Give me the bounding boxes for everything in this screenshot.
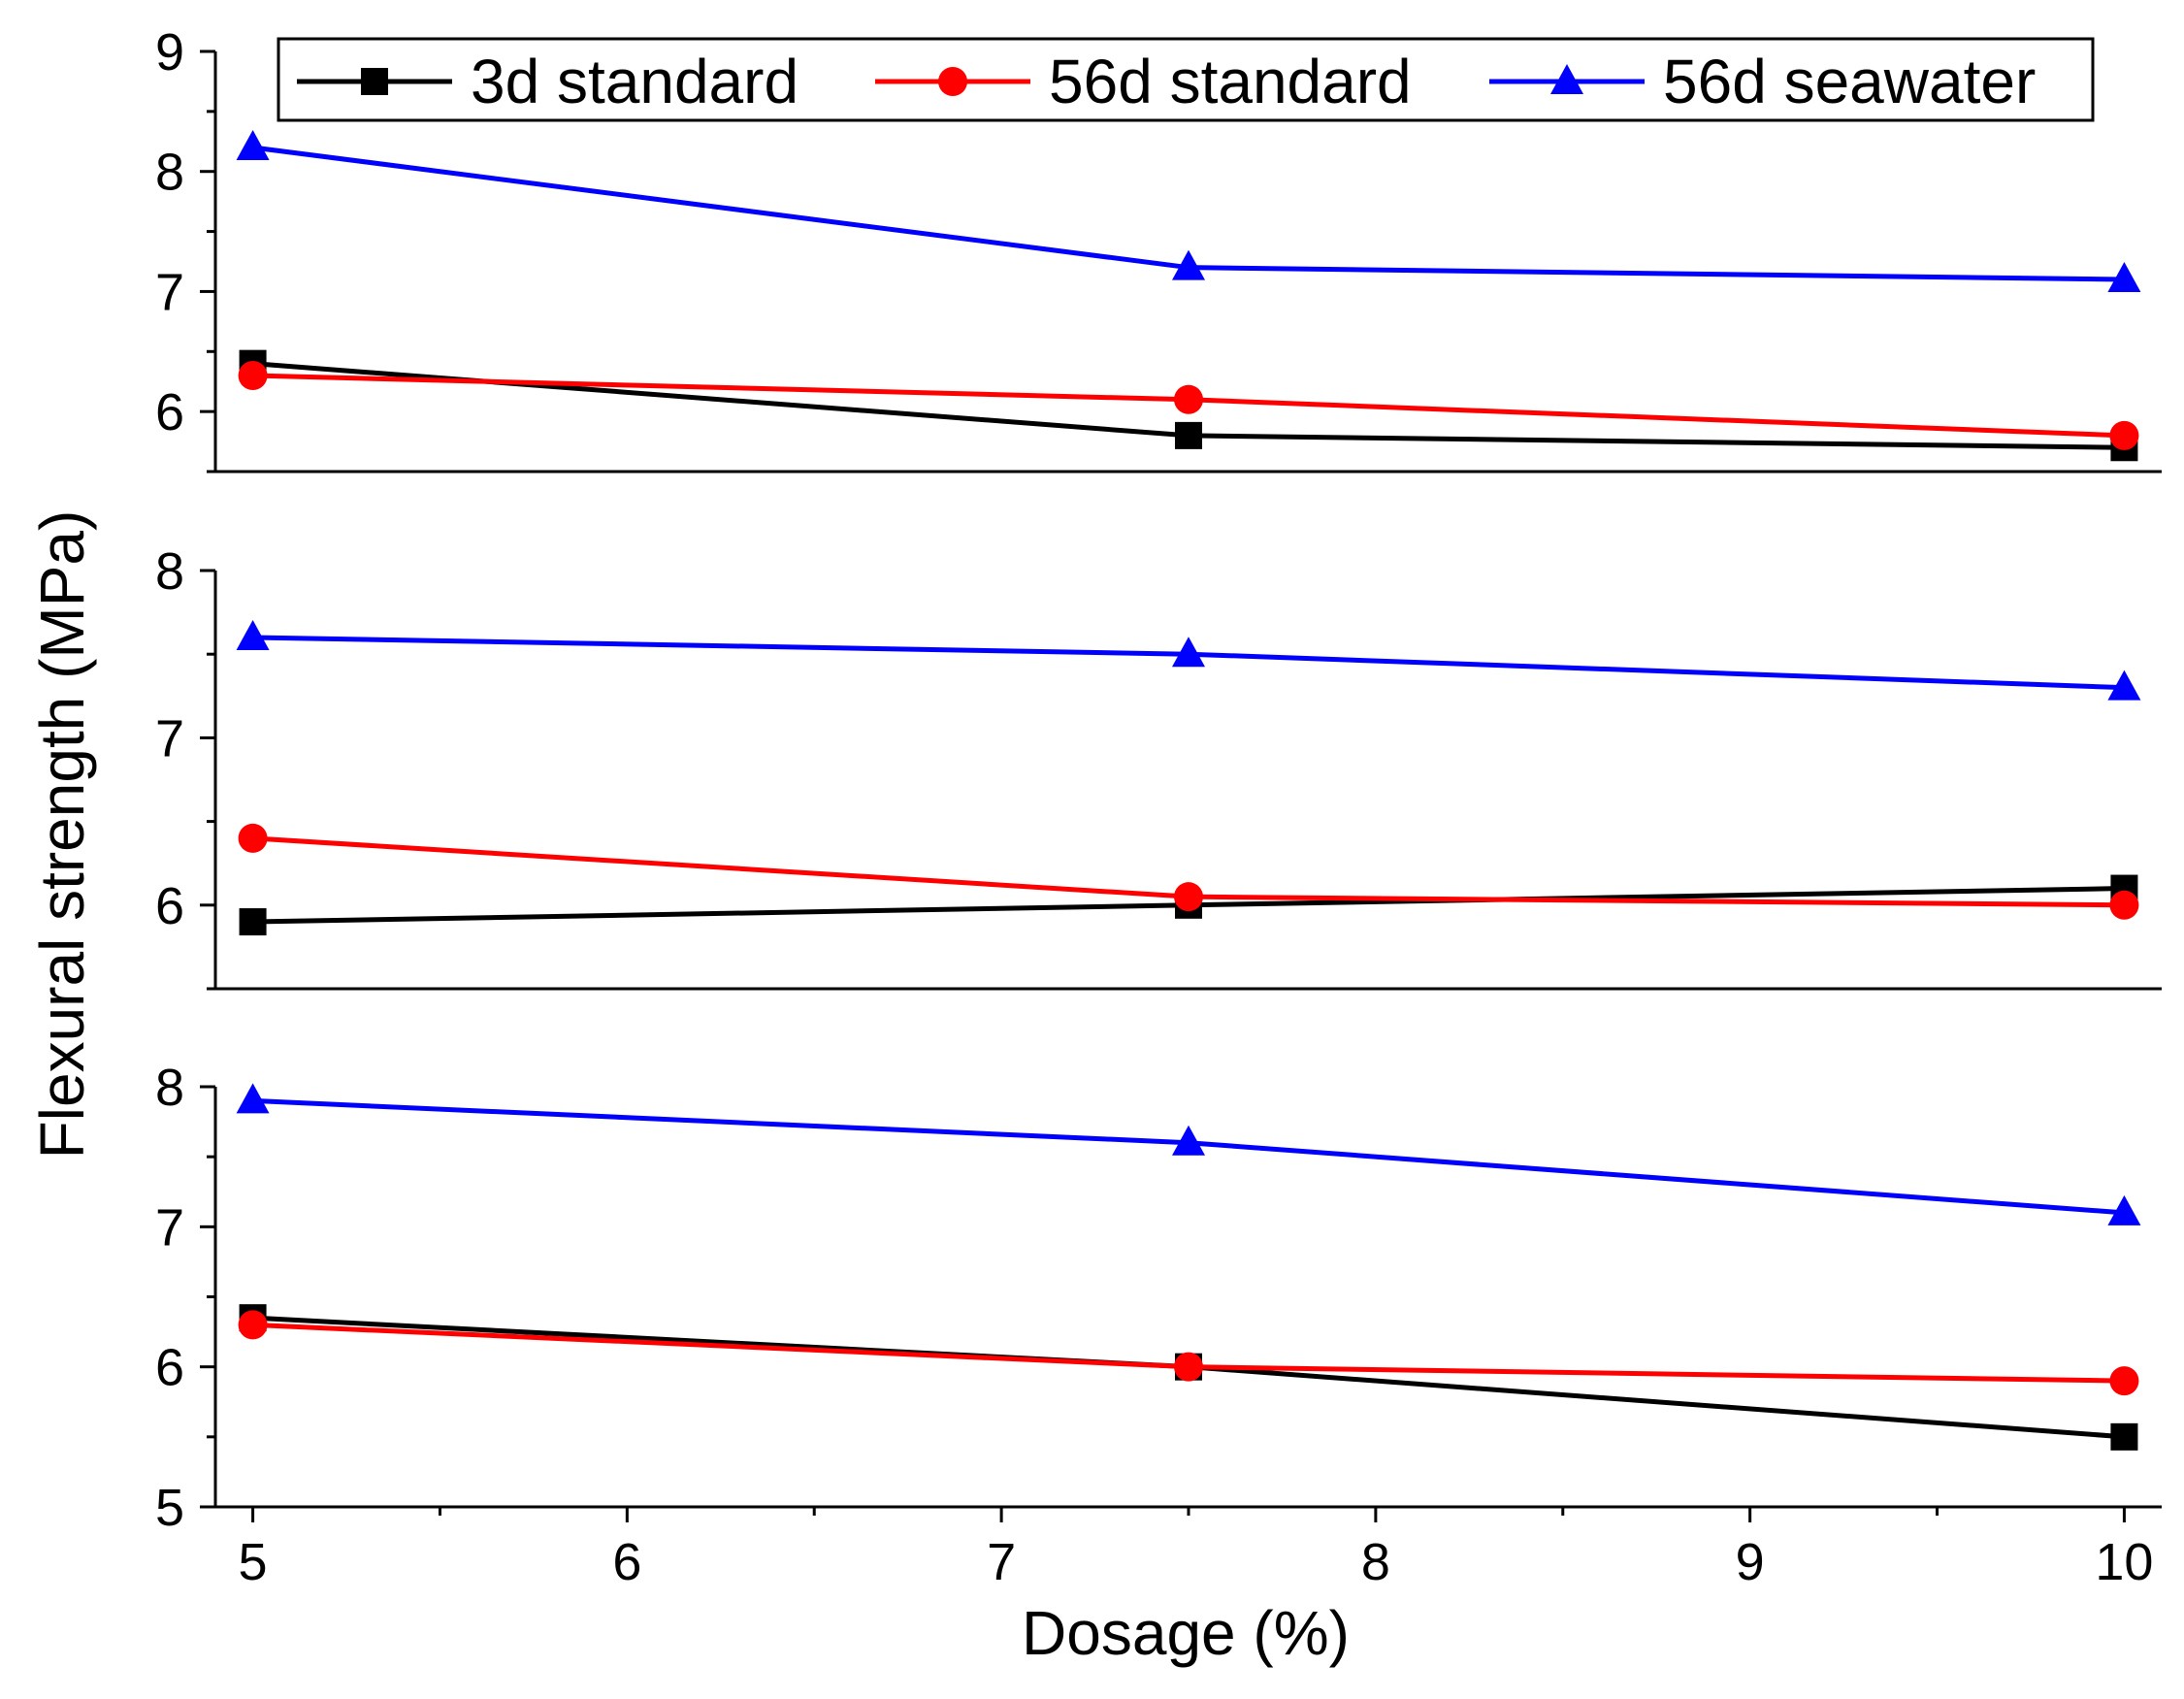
data-point-56d-standard <box>2109 1366 2139 1396</box>
data-point-56d-seawater <box>1172 249 1205 280</box>
data-point-56d-seawater <box>236 1083 270 1114</box>
y-tick-label: 8 <box>155 144 184 202</box>
x-tick-label: 9 <box>1736 1533 1765 1591</box>
data-point-3d-standard <box>239 908 267 936</box>
data-point-56d-standard <box>1174 384 1203 414</box>
data-point-56d-standard <box>2109 890 2139 920</box>
series-line-56d-seawater <box>252 1097 2125 1216</box>
x-tick-label: 8 <box>1361 1533 1390 1591</box>
legend-marker-56d-standard <box>938 67 967 96</box>
y-tick-label: 6 <box>155 383 184 441</box>
y-tick-label: 6 <box>155 877 184 935</box>
x-tick-label: 7 <box>987 1533 1016 1591</box>
y-tick-label: 6 <box>155 1339 184 1397</box>
legend: 3d standard 56d standard 56d seawater <box>277 37 2095 122</box>
data-point-56d-standard <box>1174 1352 1203 1382</box>
x-tick-label: 10 <box>2095 1533 2153 1591</box>
panel-3: 5 6 7 8 5 6 7 8 9 10 <box>155 1059 2162 1591</box>
data-point-3d-standard <box>1175 421 1202 449</box>
y-tick-label: 8 <box>155 542 184 601</box>
y-tick-label: 5 <box>155 1479 184 1537</box>
y-tick-label: 7 <box>155 263 184 321</box>
data-point-3d-standard <box>2110 1422 2138 1451</box>
data-point-56d-seawater <box>2107 1194 2141 1225</box>
y-tick-label: 7 <box>155 709 184 768</box>
y-axis-title: Flexural strength (MPa) <box>27 510 97 1160</box>
legend-box <box>277 37 2095 122</box>
data-point-56d-seawater <box>1172 1125 1205 1156</box>
panel-1: 6 7 8 9 <box>155 23 2162 474</box>
x-axis-title: Dosage (%) <box>1022 1598 1350 1668</box>
data-point-56d-standard <box>1174 882 1203 912</box>
data-point-56d-standard <box>238 1310 268 1340</box>
panel-2: 6 7 8 <box>155 542 2162 991</box>
y-tick-label: 9 <box>155 23 184 82</box>
x-tick-label: 5 <box>239 1533 268 1591</box>
data-point-56d-standard <box>2109 420 2139 450</box>
data-point-56d-standard <box>238 823 268 853</box>
legend-label-3d-standard: 3d standard <box>471 47 799 116</box>
legend-marker-3d-standard <box>361 68 388 95</box>
data-point-56d-seawater <box>2107 262 2141 293</box>
data-point-56d-standard <box>238 361 268 391</box>
y-tick-label: 8 <box>155 1059 184 1117</box>
data-point-56d-seawater <box>1172 637 1205 668</box>
x-tick-label: 6 <box>612 1533 641 1591</box>
y-tick-label: 7 <box>155 1198 184 1257</box>
data-point-56d-seawater <box>236 619 270 650</box>
data-point-56d-seawater <box>2107 670 2141 701</box>
legend-label-56d-standard: 56d standard <box>1049 47 1412 116</box>
legend-marker-56d-seawater <box>1550 64 1583 94</box>
legend-label-56d-seawater: 56d seawater <box>1663 47 2036 116</box>
data-point-56d-seawater <box>236 129 270 160</box>
